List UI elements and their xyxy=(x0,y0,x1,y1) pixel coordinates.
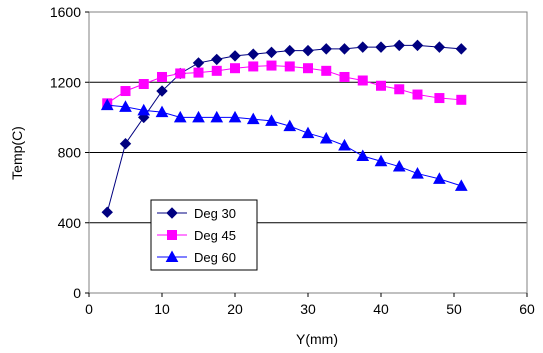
data-point-deg-60 xyxy=(192,110,205,123)
data-point-deg-60 xyxy=(210,110,224,123)
y-tick-label: 1600 xyxy=(50,4,81,20)
data-point-deg-60 xyxy=(454,179,468,191)
y-tick-label: 1200 xyxy=(50,74,81,90)
data-point-deg-45 xyxy=(175,68,186,79)
data-point-deg-45 xyxy=(456,94,467,105)
data-point-deg-60 xyxy=(301,126,315,139)
data-point-deg-60 xyxy=(155,105,169,118)
data-point-deg-30 xyxy=(247,48,259,60)
data-point-deg-45 xyxy=(157,71,167,82)
x-axis-title: Y(mm) xyxy=(296,331,338,347)
data-point-deg-30 xyxy=(411,39,424,52)
x-tick-label: 50 xyxy=(446,301,462,317)
data-point-deg-60 xyxy=(392,160,406,172)
data-point-deg-45 xyxy=(138,79,149,90)
x-tick-label: 0 xyxy=(85,301,93,317)
data-point-deg-60 xyxy=(137,103,151,116)
data-point-deg-30 xyxy=(357,41,369,53)
legend-marker-deg-45 xyxy=(167,230,177,240)
data-point-deg-30 xyxy=(284,44,296,57)
legend-label-deg-60: Deg 60 xyxy=(194,250,236,265)
legend: Deg 30 Deg 45 Deg 60 xyxy=(150,199,258,271)
data-point-deg-60 xyxy=(173,110,187,123)
x-tick-label: 60 xyxy=(519,301,535,317)
y-tick-label: 800 xyxy=(58,145,82,161)
legend-label-deg-30: Deg 30 xyxy=(194,206,236,221)
data-point-deg-60 xyxy=(283,119,297,132)
data-point-deg-30 xyxy=(101,206,113,218)
data-point-deg-60 xyxy=(119,100,132,112)
data-point-deg-45 xyxy=(434,93,445,104)
y-tick-label: 0 xyxy=(73,285,81,301)
legend-label-deg-45: Deg 45 xyxy=(194,228,236,243)
legend-marker-deg-60 xyxy=(165,250,179,262)
data-point-deg-30 xyxy=(192,57,205,69)
data-point-deg-30 xyxy=(302,44,314,57)
data-point-deg-60 xyxy=(356,149,370,162)
data-point-deg-45 xyxy=(394,84,405,95)
data-point-deg-30 xyxy=(229,50,241,62)
data-point-deg-30 xyxy=(338,43,351,55)
data-point-deg-45 xyxy=(193,67,204,78)
x-tick-label: 40 xyxy=(373,301,389,317)
data-point-deg-45 xyxy=(230,63,240,74)
x-tick-label: 30 xyxy=(300,301,316,317)
y-axis-ticks: 0 400 800 1200 1600 xyxy=(50,4,89,301)
data-point-deg-45 xyxy=(248,61,259,72)
data-point-deg-60 xyxy=(411,167,424,179)
data-point-deg-45 xyxy=(120,86,131,97)
data-point-deg-60 xyxy=(265,114,278,126)
data-point-deg-30 xyxy=(393,39,405,52)
data-point-deg-60 xyxy=(319,131,333,144)
data-point-deg-45 xyxy=(303,63,313,74)
data-point-deg-60 xyxy=(246,112,260,125)
y-tick-label: 400 xyxy=(58,215,82,231)
data-point-deg-30 xyxy=(119,138,132,150)
data-point-deg-30 xyxy=(211,53,223,66)
series-line-deg-45 xyxy=(106,65,462,104)
x-tick-label: 10 xyxy=(154,301,170,317)
data-point-deg-45 xyxy=(266,60,277,71)
x-axis-ticks: 0 10 20 30 40 50 60 xyxy=(85,293,535,317)
data-point-deg-60 xyxy=(374,154,388,167)
data-point-deg-45 xyxy=(357,75,368,86)
legend-marker-deg-30 xyxy=(166,207,178,219)
data-point-deg-45 xyxy=(284,61,295,72)
series-layer xyxy=(100,39,468,218)
y-axis-title: Temp(C) xyxy=(9,126,25,180)
data-point-deg-45 xyxy=(376,80,386,91)
data-point-deg-45 xyxy=(321,65,332,76)
series-line-deg-30 xyxy=(106,44,462,213)
data-point-deg-30 xyxy=(320,43,332,55)
data-point-deg-30 xyxy=(455,43,468,55)
data-point-deg-45 xyxy=(339,71,350,82)
series-line-deg-60 xyxy=(107,104,462,187)
x-tick-label: 20 xyxy=(227,301,243,317)
data-point-deg-60 xyxy=(228,110,242,123)
data-point-deg-60 xyxy=(100,98,114,111)
data-point-deg-45 xyxy=(412,89,423,100)
data-point-deg-30 xyxy=(156,85,168,97)
series-deg-45 xyxy=(102,60,467,109)
data-point-deg-45 xyxy=(211,65,222,76)
series-deg-30 xyxy=(101,39,468,218)
series-deg-60 xyxy=(100,98,468,191)
data-point-deg-30 xyxy=(265,46,278,59)
data-point-deg-60 xyxy=(338,138,351,151)
data-point-deg-30 xyxy=(375,41,387,53)
data-point-deg-60 xyxy=(433,172,446,184)
data-point-deg-30 xyxy=(433,41,446,53)
